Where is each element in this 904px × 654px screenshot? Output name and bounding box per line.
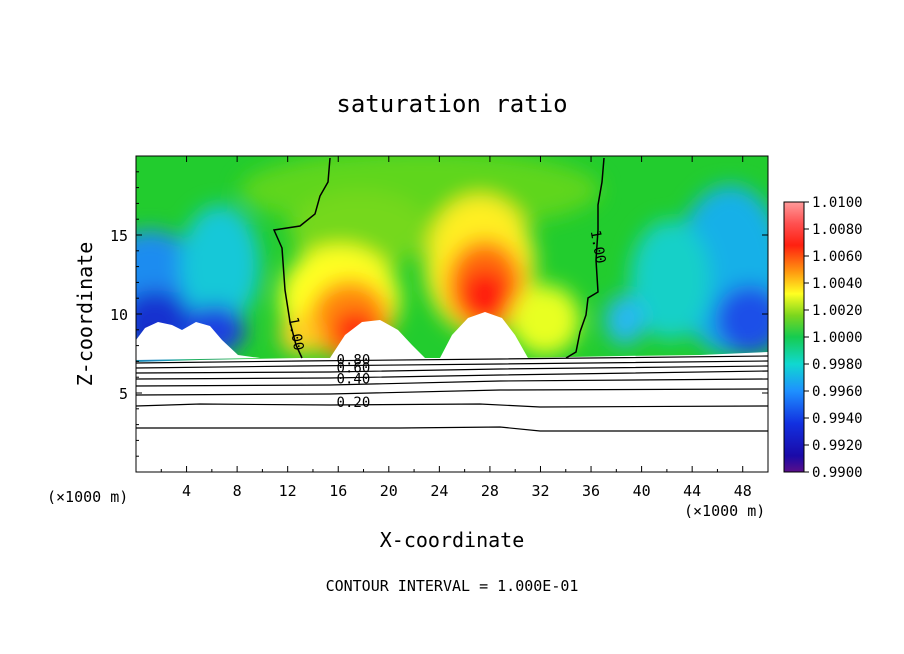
- x-unit-left: (×1000 m): [47, 488, 128, 506]
- chart-title: saturation ratio: [336, 90, 567, 118]
- lower-contours: [136, 355, 768, 432]
- x-axis: 4 8 12 16 20 24 28 32 36 40 44 48: [160, 156, 752, 500]
- x-axis-label: X-coordinate: [380, 528, 525, 552]
- colorbar-label: 0.9980: [812, 357, 863, 373]
- contour-label: 0.40: [337, 372, 371, 388]
- contour-label: 0.60: [337, 360, 371, 376]
- x-tick-label: 24: [430, 482, 448, 500]
- terrain-white-right: [440, 312, 528, 358]
- colorbar-label: 1.0060: [812, 249, 863, 265]
- colorbar-label: 1.0080: [812, 222, 863, 238]
- x-tick-label: 48: [734, 482, 752, 500]
- colorbar-label: 1.0020: [812, 303, 863, 319]
- x-tick-label: 28: [481, 482, 499, 500]
- contour-label: 1.00: [587, 229, 609, 265]
- colorbar-label: 1.0000: [812, 330, 863, 346]
- x-tick-label: 8: [233, 482, 242, 500]
- terrain-white-mid: [330, 320, 425, 358]
- contour-label: 1.00: [285, 316, 307, 352]
- contour-interval-footnote: CONTOUR INTERVAL = 1.000E-01: [326, 577, 579, 595]
- lower-white-region: [136, 352, 768, 472]
- plot-area: [136, 156, 768, 472]
- x-tick-label: 44: [683, 482, 701, 500]
- x-tick-label: 32: [531, 482, 549, 500]
- colorbar-label: 0.9920: [812, 438, 863, 454]
- contour-label: 0.20: [337, 395, 371, 411]
- x-tick-label: 40: [633, 482, 651, 500]
- colorbar: [783, 201, 805, 473]
- colorbar-labels: 1.0100 1.0080 1.0060 1.0040 1.0020 1.0000 0.99…: [804, 195, 863, 481]
- contour-1.00-lines: [272, 157, 605, 359]
- colorbar-label: 0.9900: [812, 465, 863, 481]
- x-tick-label: 16: [329, 482, 347, 500]
- y-tick-label: 5: [119, 385, 128, 403]
- colorbar-label: 1.0040: [812, 276, 863, 292]
- y-tick-label: 10: [110, 306, 128, 324]
- y-axis: 5 10 15: [110, 171, 768, 457]
- x-tick-label: 4: [182, 482, 191, 500]
- x-tick-label: 12: [279, 482, 297, 500]
- colorbar-label: 0.9940: [812, 411, 863, 427]
- terrain-white-left: [136, 322, 260, 360]
- contour-labels: 1.00 1.00 0.800.600.40 0.20: [285, 229, 609, 411]
- x-tick-label: 20: [380, 482, 398, 500]
- contour-label: 0.80: [337, 353, 371, 369]
- colorbar-label: 0.9960: [812, 384, 863, 400]
- x-unit-right: (×1000 m): [684, 502, 765, 520]
- y-tick-label: 15: [110, 227, 128, 245]
- colorbar-label: 1.0100: [812, 195, 863, 211]
- y-axis-label: Z-coordinate: [73, 242, 97, 387]
- x-tick-label: 36: [582, 482, 600, 500]
